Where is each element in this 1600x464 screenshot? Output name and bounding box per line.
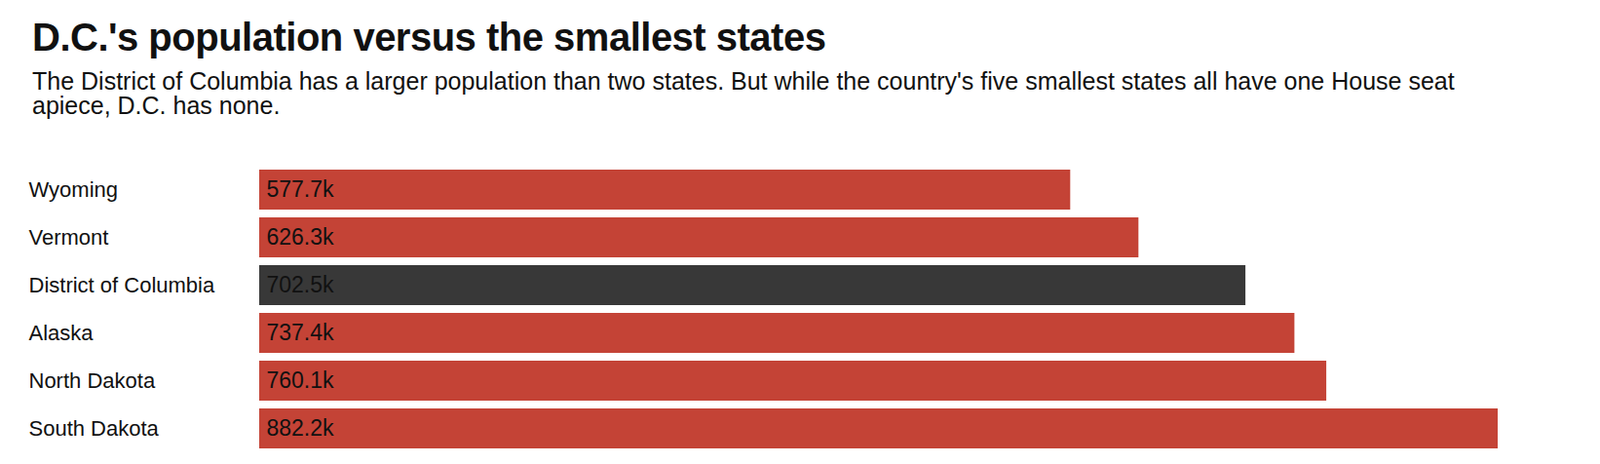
svg-text:577.7k: 577.7k: [266, 176, 336, 202]
svg-text:882.2k: 882.2k: [266, 415, 336, 441]
svg-text:District of Columbia: District of Columbia: [29, 272, 216, 298]
svg-text:Vermont: Vermont: [29, 225, 110, 250]
svg-text:702.5k: 702.5k: [266, 271, 336, 298]
svg-text:626.3k: 626.3k: [266, 224, 336, 250]
svg-text:North Dakota: North Dakota: [29, 368, 156, 393]
html-text:The District of Columbia has a: The District of Columbia has a larger po…: [32, 67, 1455, 119]
svg-text:South Dakota: South Dakota: [29, 416, 160, 441]
svg-text:Alaska: Alaska: [29, 320, 95, 345]
html-text:D.C.'s population versus the s: D.C.'s population versus the smallest st…: [32, 15, 826, 59]
svg-text:737.4k: 737.4k: [266, 319, 336, 345]
svg-text:760.1k: 760.1k: [266, 367, 336, 393]
svg-text:Wyoming: Wyoming: [29, 177, 119, 202]
